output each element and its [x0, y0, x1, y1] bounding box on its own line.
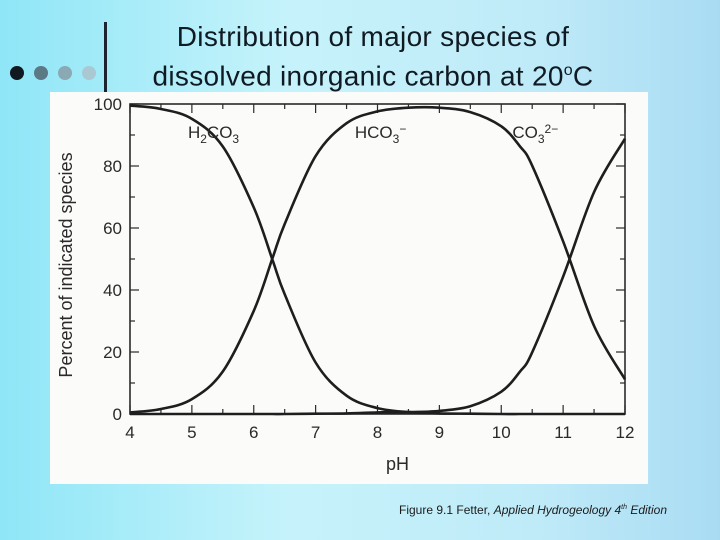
y-tick-label: 0 [113, 405, 122, 424]
series-line-co3 [130, 138, 627, 416]
y-tick-label: 100 [94, 95, 122, 114]
degree-symbol: o [563, 62, 573, 79]
series-label-co3: CO32− [512, 122, 558, 146]
caption-book: Applied Hydrogeology 4 [493, 503, 622, 517]
bullet-dot [34, 66, 48, 80]
title-line-2: dissolved inorganic carbon at 20oC [108, 54, 638, 93]
bullet-dot [82, 66, 96, 80]
series-label-h2co3: H2CO3 [188, 123, 239, 146]
plot-frame [129, 103, 626, 415]
x-tick-label: 11 [554, 423, 572, 442]
title-unit: C [572, 60, 594, 92]
y-tick-label: 40 [103, 281, 122, 300]
bullet-dot [10, 66, 24, 80]
x-tick-label: 5 [187, 423, 196, 442]
series-line-hco3 [129, 105, 627, 414]
title-line-2-text: dissolved inorganic carbon at 20 [152, 60, 564, 92]
x-tick-label: 8 [373, 423, 382, 442]
x-tick-label: 4 [125, 423, 134, 442]
title-accent-bar [104, 22, 107, 98]
y-axis-label: Percent of indicated species [56, 152, 76, 377]
figure-caption: Figure 9.1 Fetter, Applied Hydrogeology … [399, 503, 667, 517]
y-tick-label: 20 [103, 343, 122, 362]
x-tick-label: 9 [435, 423, 444, 442]
caption-book-title: Applied Hydrogeology 4th Edition [494, 503, 667, 517]
bullet-dot [58, 66, 72, 80]
x-tick-label: 10 [492, 423, 511, 442]
slide-title: Distribution of major species of dissolv… [108, 20, 638, 93]
y-tick-label: 60 [103, 219, 122, 238]
x-tick-label: 12 [616, 423, 635, 442]
x-axis-label: pH [386, 454, 409, 474]
caption-ordinal: th [621, 504, 627, 511]
title-line-1: Distribution of major species of [176, 21, 570, 52]
series-line-h2co3 [129, 104, 625, 416]
species-distribution-chart: 4 5 6 7 8 9 10 11 12 0 20 40 60 80 100 pH Percent of ind… [56, 95, 635, 474]
series-label-hco3: HCO3− [355, 122, 406, 146]
caption-edition: Edition [626, 503, 668, 517]
x-tick-label: 6 [249, 423, 258, 442]
x-tick-label: 7 [311, 423, 320, 442]
slide-bullet-dots [10, 66, 96, 80]
caption-source: Figure 9.1 Fetter, [399, 503, 494, 517]
chart-panel: 4 5 6 7 8 9 10 11 12 0 20 40 60 80 100 pH Percent of ind… [50, 92, 648, 484]
y-tick-label: 80 [103, 157, 122, 176]
